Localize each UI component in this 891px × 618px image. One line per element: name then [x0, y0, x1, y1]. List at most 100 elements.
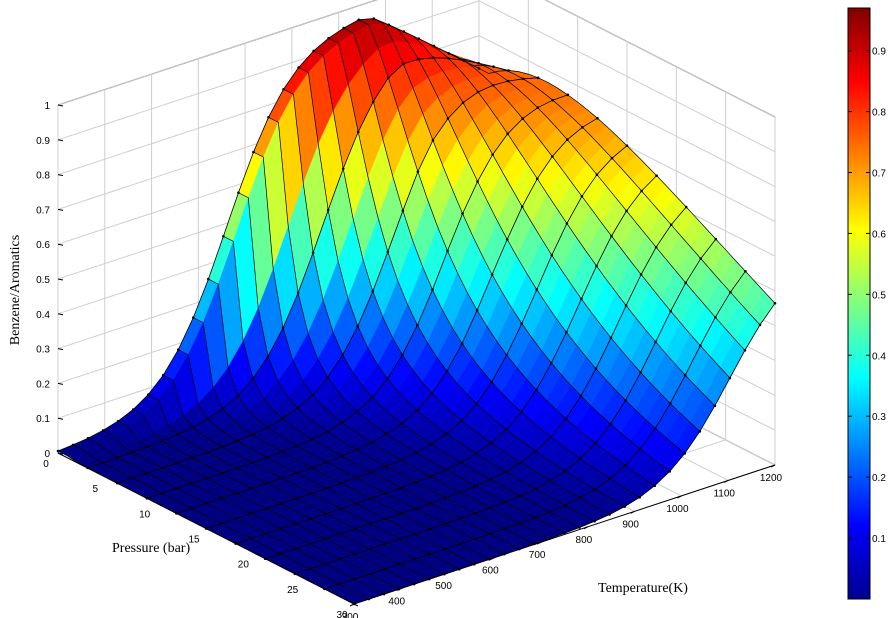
colorbar-tick-label: 0.2 — [872, 473, 886, 484]
data-marker — [131, 408, 135, 411]
data-marker — [279, 527, 283, 530]
z-tick-mark — [57, 104, 64, 107]
x-tick-mark — [723, 479, 729, 483]
z-tick-mark — [57, 452, 64, 455]
data-marker — [385, 432, 389, 436]
data-marker — [550, 155, 554, 158]
data-marker — [369, 522, 372, 526]
data-marker — [476, 180, 479, 183]
data-marker — [610, 156, 614, 160]
data-marker — [236, 394, 240, 397]
data-marker — [625, 209, 628, 213]
data-marker — [354, 502, 358, 505]
data-marker — [432, 44, 436, 48]
data-marker — [477, 67, 481, 70]
data-marker — [551, 98, 555, 102]
data-marker — [668, 470, 672, 473]
y-tick-mark — [255, 553, 260, 557]
data-marker — [192, 316, 195, 319]
x-tick-label: 900 — [622, 519, 639, 530]
x-tick-mark — [630, 510, 635, 514]
data-marker — [414, 507, 417, 510]
data-marker — [475, 402, 478, 405]
data-marker — [340, 421, 344, 424]
z-tick-label: 1 — [44, 101, 50, 112]
data-marker — [698, 430, 702, 433]
x-tick-mark — [536, 541, 542, 545]
data-marker — [430, 442, 433, 446]
data-marker — [669, 309, 672, 313]
data-marker — [415, 408, 419, 412]
data-marker — [101, 429, 105, 432]
data-marker — [327, 36, 330, 40]
data-marker — [653, 426, 657, 430]
data-marker — [237, 191, 240, 194]
z-tick-mark — [57, 243, 64, 246]
data-marker — [325, 460, 329, 464]
data-marker — [536, 76, 540, 80]
data-marker — [383, 542, 387, 546]
data-marker — [594, 367, 598, 370]
data-marker — [222, 234, 225, 238]
data-marker — [310, 466, 314, 469]
data-marker — [340, 454, 344, 458]
data-marker — [608, 513, 611, 516]
data-marker — [190, 507, 193, 510]
data-marker — [267, 115, 270, 119]
y-tick-label: 30 — [336, 610, 348, 618]
data-marker — [416, 323, 419, 327]
data-marker — [609, 422, 612, 426]
data-marker — [609, 336, 613, 340]
x-tick-mark — [490, 557, 495, 561]
data-marker — [265, 482, 268, 485]
data-marker — [431, 288, 434, 292]
z-tick-mark — [57, 382, 64, 385]
data-marker — [683, 452, 687, 455]
data-marker — [399, 512, 402, 516]
data-marker — [459, 490, 462, 494]
data-marker — [638, 495, 641, 499]
y-tick-label: 10 — [139, 509, 151, 520]
data-marker — [489, 478, 493, 481]
y-tick-label: 0 — [43, 459, 49, 470]
data-marker — [446, 117, 450, 120]
data-marker — [446, 249, 449, 253]
data-marker — [623, 464, 627, 467]
data-marker — [356, 324, 360, 328]
data-marker — [369, 497, 373, 500]
data-marker — [669, 223, 673, 227]
data-marker — [744, 269, 747, 273]
z-tick-mark — [57, 417, 64, 420]
data-marker — [145, 471, 149, 475]
data-marker — [429, 502, 432, 505]
data-marker — [639, 273, 643, 276]
data-marker — [549, 435, 553, 439]
data-marker — [623, 505, 626, 508]
data-marker — [535, 388, 538, 392]
colorbar-tick-label: 0.5 — [872, 290, 886, 301]
data-marker — [296, 406, 299, 410]
data-marker — [414, 480, 418, 484]
z-tick-label: 0 — [44, 449, 50, 460]
data-marker — [473, 512, 477, 515]
z-tick-label: 0.3 — [36, 345, 50, 356]
y-tick-label: 5 — [93, 484, 99, 495]
colorbar-tick-label: 0.4 — [872, 351, 886, 362]
data-marker — [370, 441, 374, 444]
data-marker — [266, 425, 269, 429]
data-marker — [579, 394, 583, 398]
z-tick-label: 0.7 — [36, 205, 50, 216]
data-marker — [431, 138, 435, 142]
data-marker — [250, 487, 253, 490]
data-marker — [324, 537, 327, 541]
data-marker — [297, 66, 300, 69]
data-marker — [191, 425, 195, 429]
y-tick-mark — [156, 502, 161, 506]
y-tick-mark — [353, 603, 359, 607]
data-marker — [293, 547, 297, 551]
x-tick-label: 500 — [435, 581, 452, 592]
data-marker — [280, 476, 283, 480]
z-tick-label: 0.8 — [36, 171, 50, 182]
data-marker — [507, 69, 510, 72]
data-marker — [519, 461, 523, 464]
